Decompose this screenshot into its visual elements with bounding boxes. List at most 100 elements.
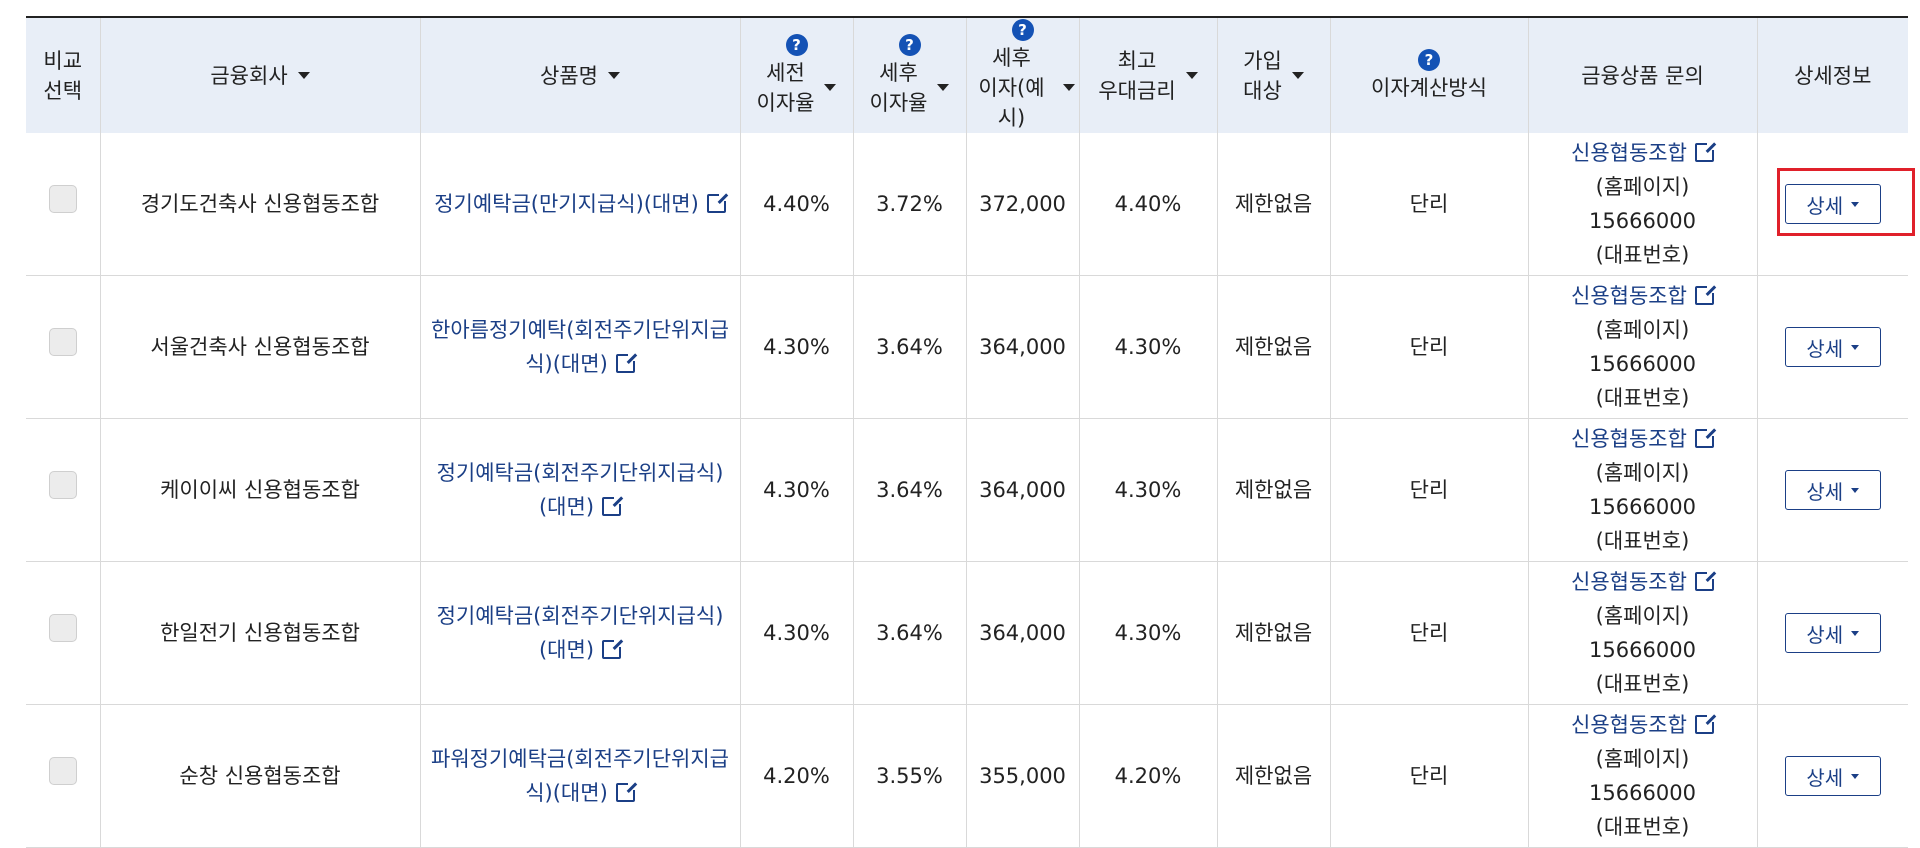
external-link-icon — [615, 781, 637, 802]
table-row: 서울건축사 신용협동조합 한아름정기예탁(회전주기단위지급식)(대면) 4.30… — [26, 275, 1908, 419]
help-icon[interactable]: ? — [1418, 48, 1440, 71]
external-link-icon — [1694, 713, 1716, 734]
compare-checkbox[interactable] — [48, 757, 77, 785]
calc-method: 단리 — [1330, 704, 1529, 848]
external-link-icon — [1694, 141, 1716, 162]
calc-method: 단리 — [1330, 275, 1529, 419]
max-pref-rate: 4.40% — [1079, 133, 1218, 276]
inquiry-homepage-link[interactable]: 신용협동조합 — [1571, 427, 1716, 451]
detail-button[interactable]: 상세 — [1784, 327, 1881, 367]
calc-method: 단리 — [1330, 561, 1529, 705]
company-name: 케이이씨 신용협동조합 — [100, 418, 421, 562]
eligibility: 제한없음 — [1217, 418, 1331, 562]
inquiry-phone: 15666000 — [1589, 209, 1696, 233]
eligibility: 제한없음 — [1217, 704, 1331, 848]
company-name: 한일전기 신용협동조합 — [100, 561, 421, 705]
sort-caret-icon[interactable] — [607, 72, 620, 79]
header-details: 상세정보 — [1757, 16, 1908, 133]
compare-checkbox[interactable] — [48, 471, 77, 499]
eligibility: 제한없음 — [1217, 133, 1331, 276]
detail-button[interactable]: 상세 — [1784, 756, 1881, 796]
deposit-product-table: 비교 선택 금융회사 상품명 ? 세전 이자율 ? 세후 이자율 ? 세후 이자(예시… — [26, 16, 1908, 848]
table-row: 순창 신용협동조합 파워정기예탁금(회전주기단위지급식)(대면) 4.20% 3… — [26, 704, 1908, 848]
inquiry-cell: 신용협동조합 (홈페이지) 15666000 (대표번호) — [1528, 561, 1758, 705]
calc-method: 단리 — [1330, 418, 1529, 562]
help-icon[interactable]: ? — [1011, 18, 1034, 41]
sort-caret-icon[interactable] — [1291, 72, 1304, 79]
header-max-pref-rate[interactable]: 최고 우대금리 — [1079, 16, 1218, 133]
pretax-rate: 4.30% — [740, 418, 854, 562]
product-link[interactable]: 한아름정기예탁(회전주기단위지급식)(대면) — [431, 318, 729, 376]
inquiry-cell: 신용협동조합 (홈페이지) 15666000 (대표번호) — [1528, 133, 1758, 276]
table-row: 케이이씨 신용협동조합 정기예탁금(회전주기단위지급식)(대면) 4.30% 3… — [26, 418, 1908, 562]
company-name: 경기도건축사 신용협동조합 — [100, 133, 421, 276]
sort-caret-icon[interactable] — [1062, 84, 1075, 91]
calc-method: 단리 — [1330, 133, 1529, 276]
chevron-down-icon — [1851, 773, 1860, 779]
inquiry-cell: 신용협동조합 (홈페이지) 15666000 (대표번호) — [1528, 704, 1758, 848]
inquiry-cell: 신용협동조합 (홈페이지) 15666000 (대표번호) — [1528, 418, 1758, 562]
product-link[interactable]: 정기예탁금(회전주기단위지급식)(대면) — [436, 604, 724, 662]
product-link[interactable]: 파워정기예탁금(회전주기단위지급식)(대면) — [431, 747, 729, 805]
help-icon[interactable]: ? — [898, 33, 921, 56]
max-pref-rate: 4.30% — [1079, 561, 1218, 705]
detail-button[interactable]: 상세 — [1784, 184, 1881, 224]
detail-button[interactable]: 상세 — [1784, 613, 1881, 653]
inquiry-homepage-link[interactable]: 신용협동조합 — [1571, 713, 1716, 737]
table-header-row: 비교 선택 금융회사 상품명 ? 세전 이자율 ? 세후 이자율 ? 세후 이자(예시… — [26, 16, 1908, 133]
help-icon[interactable]: ? — [785, 33, 808, 56]
compare-checkbox[interactable] — [48, 614, 77, 642]
sort-caret-icon[interactable] — [1185, 72, 1198, 79]
header-pretax-rate[interactable]: ? 세전 이자율 — [740, 16, 854, 133]
max-pref-rate: 4.30% — [1079, 418, 1218, 562]
aftertax-rate: 3.64% — [853, 275, 967, 419]
header-product[interactable]: 상품명 — [420, 16, 741, 133]
inquiry-homepage-link[interactable]: 신용협동조합 — [1571, 284, 1716, 308]
inquiry-phone: 15666000 — [1589, 638, 1696, 662]
aftertax-interest: 364,000 — [966, 275, 1080, 419]
header-calc-method: ? 이자계산방식 — [1330, 16, 1529, 133]
compare-checkbox[interactable] — [48, 328, 77, 356]
sort-caret-icon[interactable] — [824, 84, 837, 91]
chevron-down-icon — [1851, 487, 1860, 493]
aftertax-interest: 372,000 — [966, 133, 1080, 276]
sort-caret-icon[interactable] — [297, 72, 310, 79]
aftertax-rate: 3.72% — [853, 133, 967, 276]
chevron-down-icon — [1851, 630, 1860, 636]
pretax-rate: 4.30% — [740, 561, 854, 705]
max-pref-rate: 4.30% — [1079, 275, 1218, 419]
aftertax-rate: 3.55% — [853, 704, 967, 848]
inquiry-phone: 15666000 — [1589, 495, 1696, 519]
aftertax-rate: 3.64% — [853, 561, 967, 705]
header-eligibility[interactable]: 가입 대상 — [1217, 16, 1331, 133]
product-table-wrapper: 비교 선택 금융회사 상품명 ? 세전 이자율 ? 세후 이자율 ? 세후 이자(예시… — [26, 16, 1908, 848]
max-pref-rate: 4.20% — [1079, 704, 1218, 848]
detail-button[interactable]: 상세 — [1784, 470, 1881, 510]
company-name: 순창 신용협동조합 — [100, 704, 421, 848]
product-link[interactable]: 정기예탁금(회전주기단위지급식)(대면) — [436, 461, 724, 519]
external-link-icon — [1694, 284, 1716, 305]
aftertax-interest: 355,000 — [966, 704, 1080, 848]
product-link[interactable]: 정기예탁금(만기지급식)(대면) — [434, 192, 728, 216]
external-link-icon — [706, 192, 728, 213]
inquiry-phone: 15666000 — [1589, 781, 1696, 805]
compare-checkbox[interactable] — [48, 185, 77, 213]
sort-caret-icon[interactable] — [937, 84, 950, 91]
header-aftertax-interest[interactable]: ? 세후 이자(예시) — [966, 16, 1080, 133]
header-inquiry: 금융상품 문의 — [1528, 16, 1758, 133]
chevron-down-icon — [1851, 201, 1860, 207]
external-link-icon — [1694, 570, 1716, 591]
external-link-icon — [602, 638, 624, 659]
pretax-rate: 4.20% — [740, 704, 854, 848]
external-link-icon — [602, 495, 624, 516]
aftertax-interest: 364,000 — [966, 418, 1080, 562]
inquiry-homepage-link[interactable]: 신용협동조합 — [1571, 141, 1716, 165]
header-company[interactable]: 금융회사 — [100, 16, 421, 133]
header-compare: 비교 선택 — [26, 16, 101, 133]
company-name: 서울건축사 신용협동조합 — [100, 275, 421, 419]
table-row: 한일전기 신용협동조합 정기예탁금(회전주기단위지급식)(대면) 4.30% 3… — [26, 561, 1908, 705]
inquiry-homepage-link[interactable]: 신용협동조합 — [1571, 570, 1716, 594]
inquiry-phone: 15666000 — [1589, 352, 1696, 376]
header-aftertax-rate[interactable]: ? 세후 이자율 — [853, 16, 967, 133]
pretax-rate: 4.30% — [740, 275, 854, 419]
